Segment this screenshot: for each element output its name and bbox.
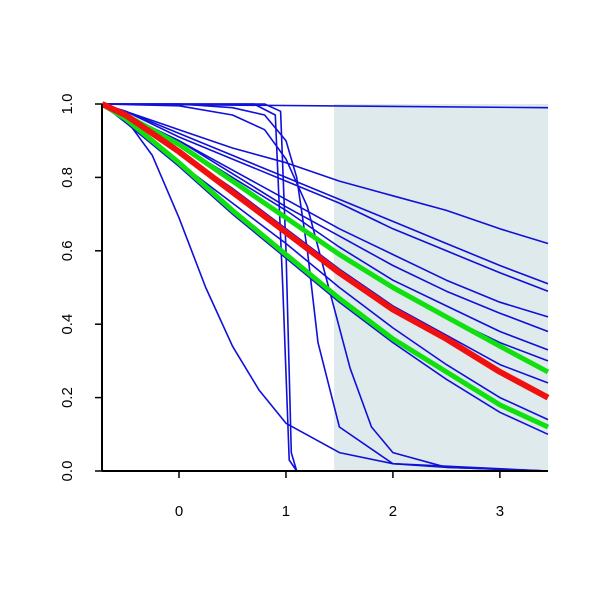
curve <box>100 101 550 375</box>
curve <box>101 103 549 472</box>
x-tick-label: 3 <box>496 503 504 520</box>
curve <box>100 101 550 401</box>
curve <box>100 101 550 430</box>
curve <box>101 103 549 245</box>
y-tick-label: 1.0 <box>59 94 76 115</box>
curve <box>101 103 549 285</box>
curve <box>102 103 549 472</box>
y-tick-label: 0.0 <box>59 461 76 482</box>
x-tick-label: 1 <box>282 503 290 520</box>
y-tick-label: 0.8 <box>59 167 76 188</box>
y-tick-label: 0.6 <box>59 240 76 261</box>
y-tick-label: 0.2 <box>59 387 76 408</box>
curve <box>101 103 549 292</box>
x-tick-label: 0 <box>175 503 183 520</box>
y-tick-label: 0.4 <box>59 314 76 335</box>
curve <box>101 103 549 436</box>
x-tick-label: 2 <box>389 503 397 520</box>
